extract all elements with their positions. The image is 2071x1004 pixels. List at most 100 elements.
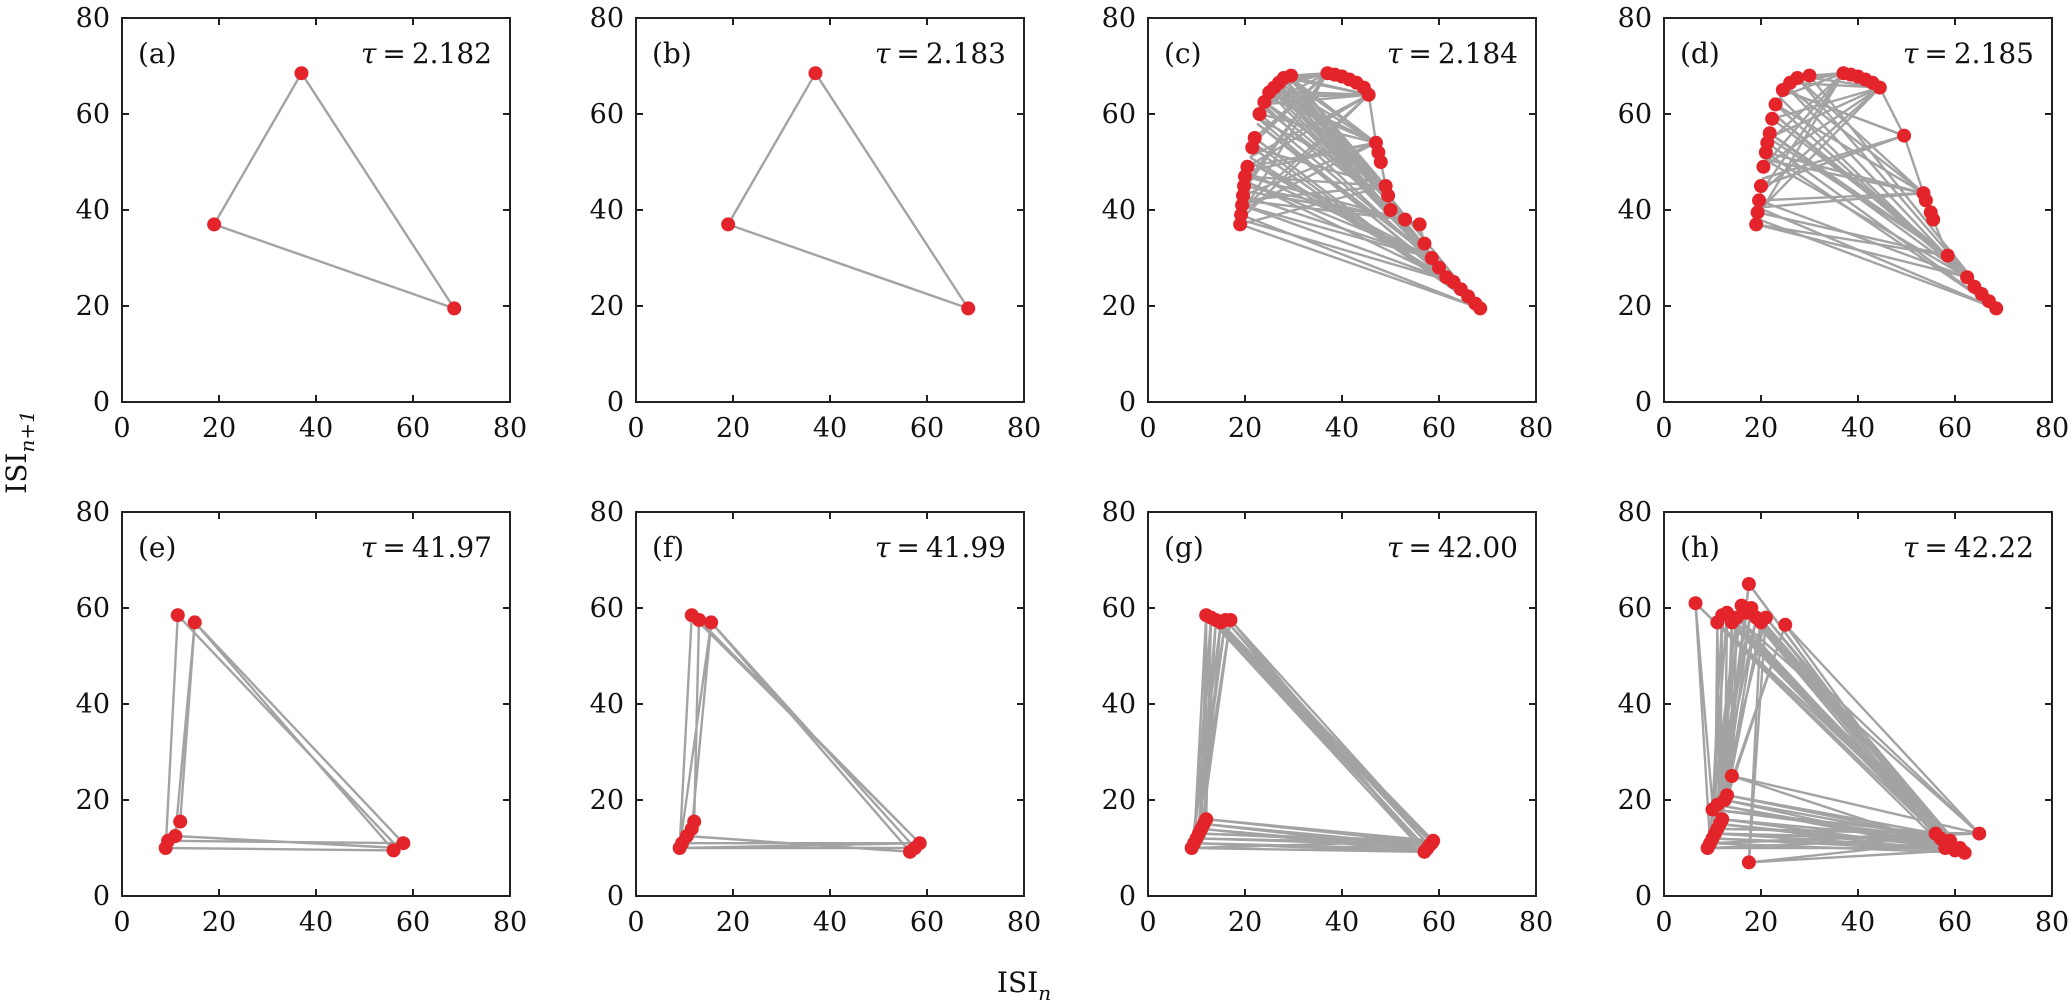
x-tick-label: 40 (1325, 907, 1359, 938)
x-tick-label: 0 (627, 413, 644, 444)
trajectory-segment (1762, 86, 1881, 168)
data-points (207, 66, 462, 316)
x-tick-label: 20 (202, 907, 236, 938)
y-tick-label: 0 (1119, 387, 1136, 418)
x-tick-label: 80 (1519, 413, 1553, 444)
data-point (912, 836, 927, 851)
y-tick-label: 40 (1618, 195, 1652, 226)
x-tick-label: 20 (1228, 907, 1262, 938)
trajectory-lines (213, 72, 456, 310)
panel-d: 0 20 40 60 80 0 20 40 60 80 (d) τ = 2.185 (1618, 3, 2070, 444)
trajectory-cycle (1192, 614, 1426, 854)
trajectory-segment (1757, 192, 1924, 209)
x-tick-label: 0 (1655, 907, 1672, 938)
trajectory-segment (1755, 72, 1845, 220)
x-tick-label: 0 (627, 907, 644, 938)
y-tick-label: 80 (590, 497, 624, 528)
panel-grid: 0 20 40 60 80 0 20 40 60 80 (a) τ = 2.182 0 20 40 60 80 0 20… (76, 3, 2070, 938)
trajectory-segment (1779, 72, 1844, 99)
y-tick-label: 60 (1618, 593, 1652, 624)
data-point (1381, 188, 1396, 203)
data-point (1426, 833, 1441, 848)
x-tick-label: 60 (396, 907, 430, 938)
data-point (687, 814, 702, 829)
data-point (1972, 826, 1987, 841)
data-point (187, 615, 202, 630)
data-point (1940, 248, 1955, 263)
trajectory-segment (1287, 75, 1433, 259)
axes-frame (635, 511, 1025, 897)
data-point (168, 829, 183, 843)
data-points (721, 66, 976, 316)
trajectory-segment (1252, 72, 1329, 144)
panel-e: 0 20 40 60 80 0 20 40 60 80 (e) τ = 41.97 (76, 497, 528, 938)
data-point (1989, 301, 2004, 316)
data-point (1926, 212, 1941, 227)
x-tick-label: 20 (202, 413, 236, 444)
y-tick-label: 40 (1102, 689, 1136, 720)
y-tick-label: 20 (76, 785, 110, 816)
panel-label: (f) (652, 531, 684, 564)
data-points (1688, 577, 1987, 870)
trajectory-segment (1240, 72, 1329, 216)
trajectory-path (727, 72, 970, 310)
trajectory-segment (1774, 103, 1925, 195)
x-tick-label: 80 (1007, 413, 1041, 444)
y-tick-label: 80 (590, 3, 624, 34)
data-points (672, 608, 927, 859)
ticks: 0 20 40 60 80 0 20 40 60 80 (76, 497, 528, 938)
trajectory-segment (1778, 96, 1998, 310)
x-tick-label: 20 (1744, 907, 1778, 938)
data-point (1424, 251, 1439, 265)
data-point (207, 217, 222, 232)
trajectory-cycle (1205, 616, 1435, 842)
x-tick-label: 80 (1007, 907, 1041, 938)
x-tick-label: 80 (1519, 907, 1553, 938)
trajectory-segment (1768, 86, 1881, 140)
y-tick-label: 20 (1102, 785, 1136, 816)
trajectory-segment (1242, 184, 1386, 202)
y-tick-label: 80 (1618, 497, 1652, 528)
trajectory-segment (1764, 158, 1924, 195)
data-point (1765, 111, 1780, 126)
x-tick-label: 60 (910, 907, 944, 938)
trajectory-segment (1759, 86, 1881, 195)
y-tick-label: 40 (76, 195, 110, 226)
y-tick-label: 20 (1618, 291, 1652, 322)
y-tick-label: 0 (1119, 881, 1136, 912)
trajectory-segment (1287, 75, 1377, 144)
ticks: 0 20 40 60 80 0 20 40 60 80 (76, 3, 528, 444)
trajectory-segment (1263, 93, 1369, 106)
x-tick-label: 40 (299, 413, 333, 444)
data-point (1752, 193, 1767, 208)
trajectory-segment (1758, 199, 1968, 279)
data-point (1373, 155, 1388, 169)
panel-a: 0 20 40 60 80 0 20 40 60 80 (a) τ = 2.182 (76, 3, 528, 444)
trajectory-segment (1242, 141, 1377, 197)
y-tick-label: 20 (1618, 785, 1652, 816)
data-point (1960, 270, 1975, 285)
x-tick-label: 20 (1744, 413, 1778, 444)
y-tick-label: 0 (93, 881, 110, 912)
y-tick-label: 0 (1635, 881, 1652, 912)
trajectory-lines (164, 614, 405, 852)
y-tick-label: 60 (1618, 99, 1652, 130)
y-tick-label: 0 (1635, 387, 1652, 418)
data-point (1724, 769, 1739, 783)
data-point (173, 814, 188, 829)
data-point (1412, 217, 1427, 232)
data-point (1417, 236, 1432, 251)
tau-label: τ = 42.00 (1387, 531, 1518, 564)
y-tick-label: 60 (1102, 99, 1136, 130)
trajectory-segment (1241, 204, 1454, 284)
data-point (1918, 193, 1933, 208)
tau-label: τ = 41.97 (361, 531, 492, 564)
trajectory-segment (1245, 141, 1377, 173)
data-point (1432, 260, 1446, 275)
panel-b: 0 20 40 60 80 0 20 40 60 80 (b) τ = 2.183 (590, 3, 1042, 444)
x-tick-label: 60 (396, 413, 430, 444)
data-point (294, 66, 309, 81)
data-point (1247, 131, 1262, 145)
trajectory-cycle (1725, 616, 1937, 835)
